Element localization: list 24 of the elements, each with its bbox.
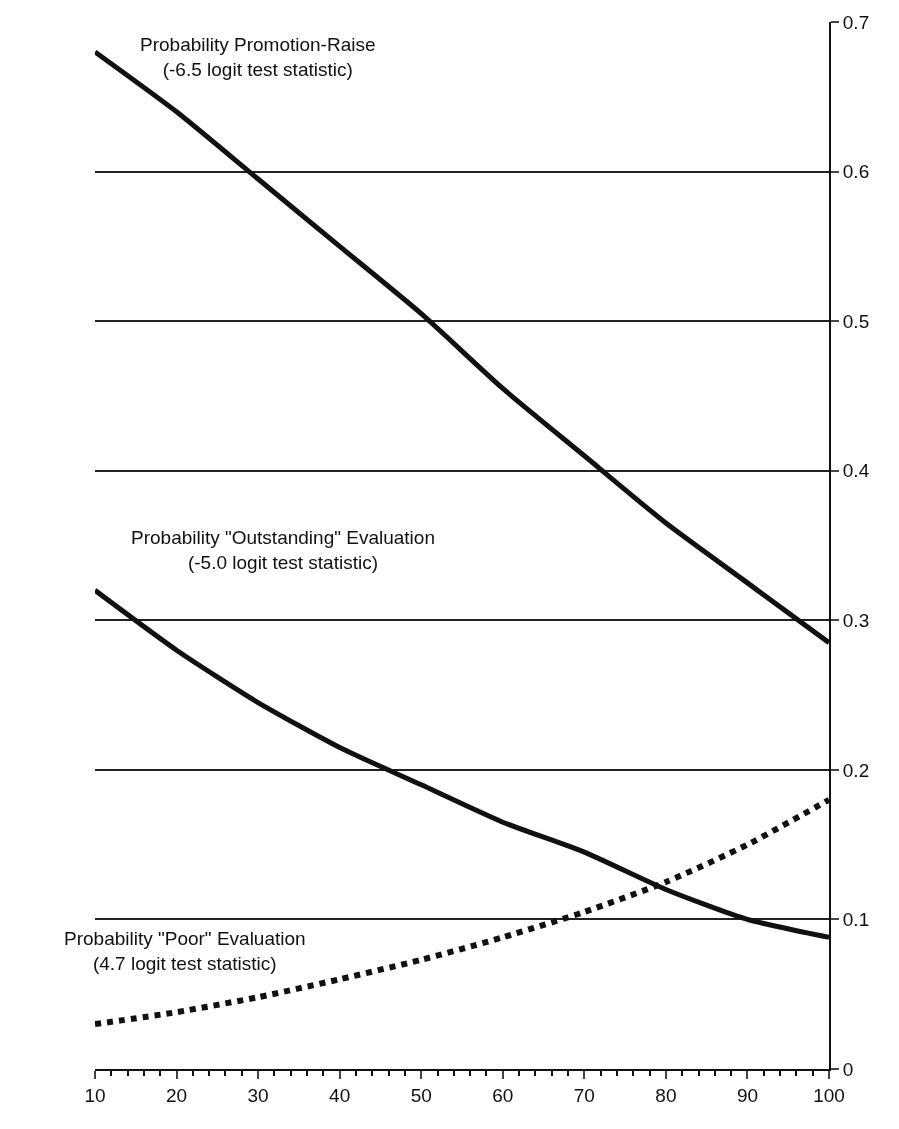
x-tick-label: 100 xyxy=(813,1084,845,1106)
y-tick-label: 0 xyxy=(842,1058,854,1080)
x-tick-label: 80 xyxy=(655,1084,677,1106)
x-tick-label: 40 xyxy=(329,1084,351,1106)
y-tick-label: 0.7 xyxy=(842,11,870,33)
x-tick-label: 90 xyxy=(736,1084,759,1106)
x-tick-label: 30 xyxy=(247,1084,269,1106)
y-tick-label: 0.1 xyxy=(842,909,870,931)
x-tick-label: 50 xyxy=(410,1084,432,1106)
y-tick-label: 0.3 xyxy=(842,609,870,631)
x-tick-label: 70 xyxy=(573,1084,595,1106)
y-tick-label: 0.5 xyxy=(842,310,870,332)
annotation: (-5.0 logit test statistic) xyxy=(187,551,379,573)
series-label: Probability Promotion-Raise xyxy=(140,34,376,55)
x-tick-label: 20 xyxy=(165,1084,188,1106)
series-label: Probability "Poor" Evaluation xyxy=(64,928,306,949)
x-tick-label: 10 xyxy=(84,1084,106,1106)
annotation: (4.7 logit test statistic) xyxy=(92,952,277,974)
x-tick-label: 60 xyxy=(492,1084,514,1106)
text: Probability "Outstanding" Evaluation xyxy=(131,527,435,548)
y-tick-label: 0.4 xyxy=(842,460,870,482)
annotation: (-6.5 logit test statistic) xyxy=(162,58,353,80)
y-tick-label: 0.6 xyxy=(842,161,870,183)
y-tick-label: 0.2 xyxy=(842,759,870,781)
